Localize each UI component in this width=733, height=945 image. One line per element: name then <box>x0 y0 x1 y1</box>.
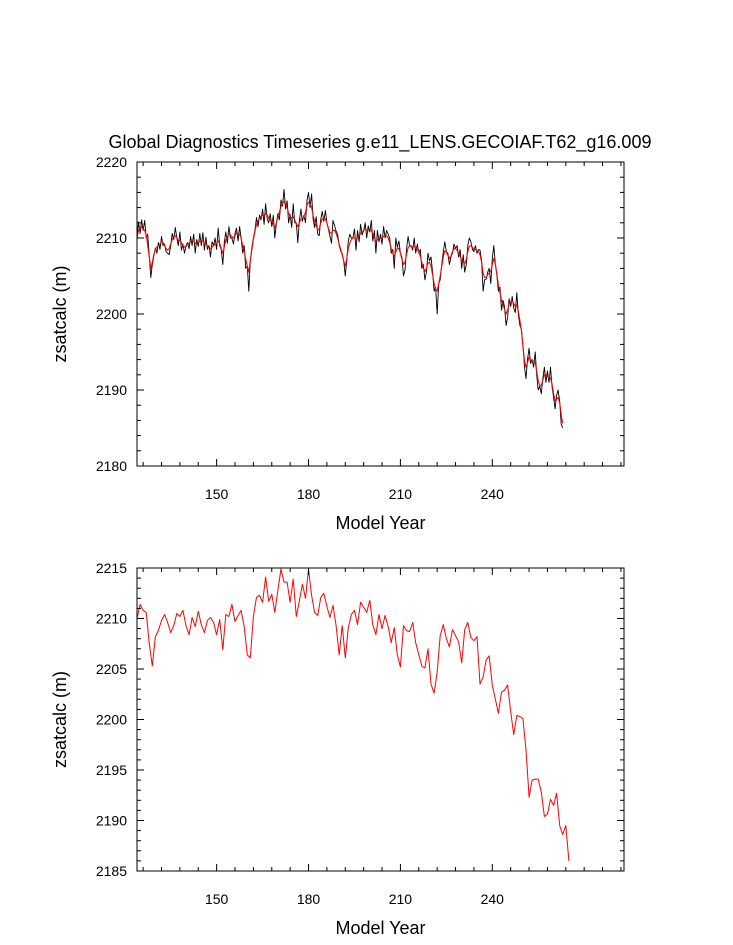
y-tick-label: 2180 <box>96 458 127 474</box>
top-plot-lines <box>136 188 564 429</box>
top-y-axis-label: zsatcalc (m) <box>50 265 70 362</box>
y-tick-label: 2200 <box>96 712 127 728</box>
bottom-x-axis-label: Model Year <box>335 918 425 938</box>
x-tick-label: 240 <box>481 891 505 907</box>
series-line-annual <box>136 200 564 424</box>
top-panel: 2180 2190 2200 2210 2220 150 180 210 240 Model Y… <box>50 154 625 533</box>
y-tick-label: 2210 <box>96 230 127 246</box>
chart-title: Global Diagnostics Timeseries g.e11_LENS… <box>109 132 652 153</box>
y-tick-label: 2195 <box>96 762 127 778</box>
top-tick-labels: 2180 2190 2200 2210 2220 150 180 210 240 <box>96 154 504 502</box>
x-tick-label: 150 <box>205 891 229 907</box>
bottom-tick-labels: 2185 2190 2195 2200 2205 2210 2215 150 180 210 240 <box>96 560 504 907</box>
top-x-axis-label: Model Year <box>335 513 425 533</box>
y-tick-label: 2205 <box>96 661 127 677</box>
series-line-annual <box>136 568 570 861</box>
x-tick-label: 150 <box>205 486 229 502</box>
x-tick-label: 180 <box>297 486 321 502</box>
bottom-y-axis-label: zsatcalc (m) <box>50 671 70 768</box>
bottom-plot-lines <box>136 568 570 861</box>
y-tick-label: 2210 <box>96 611 127 627</box>
y-tick-label: 2190 <box>96 813 127 829</box>
y-tick-label: 2215 <box>96 560 127 576</box>
x-tick-label: 210 <box>389 486 413 502</box>
bottom-panel: 2185 2190 2195 2200 2205 2210 2215 150 180 210 240… <box>50 560 625 938</box>
bottom-plot-frame <box>136 567 625 872</box>
y-tick-label: 2185 <box>96 863 127 879</box>
top-plot-frame <box>136 161 625 467</box>
bottom-axis-ticks <box>137 567 624 872</box>
y-tick-label: 2200 <box>96 306 127 322</box>
y-tick-label: 2220 <box>96 154 127 170</box>
y-tick-label: 2190 <box>96 382 127 398</box>
x-tick-label: 240 <box>481 486 505 502</box>
top-axis-ticks <box>137 161 624 467</box>
x-tick-label: 180 <box>297 891 321 907</box>
x-tick-label: 210 <box>389 891 413 907</box>
series-line-monthly <box>136 188 564 429</box>
